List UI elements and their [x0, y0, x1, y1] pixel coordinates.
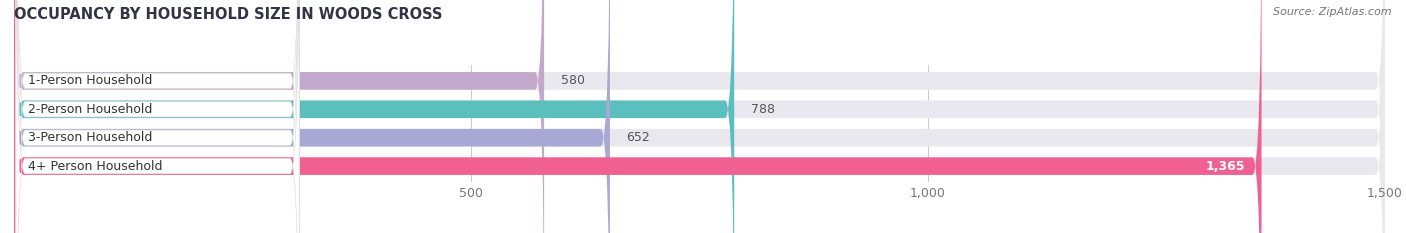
Text: 652: 652: [626, 131, 650, 144]
FancyBboxPatch shape: [14, 0, 544, 233]
FancyBboxPatch shape: [14, 0, 1385, 233]
FancyBboxPatch shape: [15, 0, 299, 233]
FancyBboxPatch shape: [14, 0, 610, 233]
FancyBboxPatch shape: [14, 0, 1261, 233]
Text: 2-Person Household: 2-Person Household: [28, 103, 152, 116]
FancyBboxPatch shape: [14, 0, 1385, 233]
FancyBboxPatch shape: [14, 0, 1385, 233]
Text: Source: ZipAtlas.com: Source: ZipAtlas.com: [1274, 7, 1392, 17]
FancyBboxPatch shape: [14, 0, 1385, 233]
Text: 1-Person Household: 1-Person Household: [28, 74, 152, 87]
FancyBboxPatch shape: [15, 0, 299, 233]
Text: 788: 788: [751, 103, 775, 116]
FancyBboxPatch shape: [15, 0, 299, 233]
Text: 1,365: 1,365: [1205, 160, 1246, 173]
Text: OCCUPANCY BY HOUSEHOLD SIZE IN WOODS CROSS: OCCUPANCY BY HOUSEHOLD SIZE IN WOODS CRO…: [14, 7, 443, 22]
Text: 4+ Person Household: 4+ Person Household: [28, 160, 163, 173]
FancyBboxPatch shape: [14, 0, 734, 233]
Text: 580: 580: [561, 74, 585, 87]
FancyBboxPatch shape: [15, 0, 299, 233]
Text: 3-Person Household: 3-Person Household: [28, 131, 152, 144]
